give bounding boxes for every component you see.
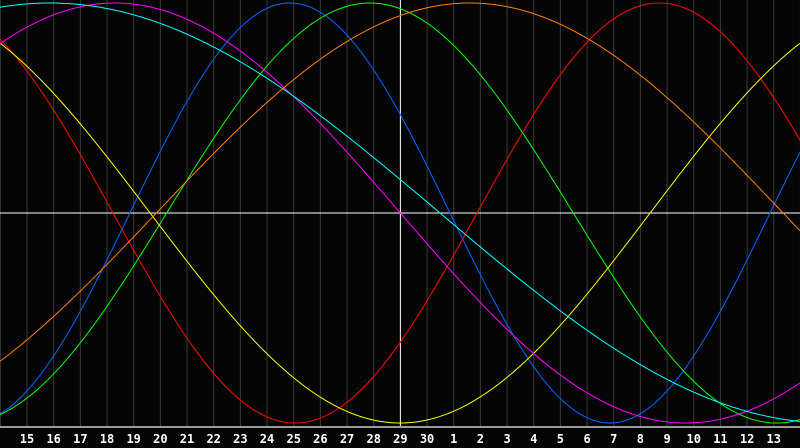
x-tick-label: 27: [340, 432, 354, 446]
x-tick-label: 5: [557, 432, 564, 446]
series-line-6: [0, 2, 800, 362]
x-tick-label: 25: [286, 432, 300, 446]
x-tick-label: 19: [126, 432, 140, 446]
series-line-4: [0, 2, 800, 424]
x-tick-label: 16: [46, 432, 60, 446]
x-tick-label: 6: [583, 432, 590, 446]
series-line-2: [0, 2, 800, 424]
x-tick-label: 17: [73, 432, 87, 446]
x-tick-label: 20: [153, 432, 167, 446]
x-tick-label: 8: [637, 432, 644, 446]
series-line-1: [0, 2, 800, 424]
x-tick-label: 15: [20, 432, 34, 446]
x-tick-label: 10: [687, 432, 701, 446]
x-tick-label: 2: [477, 432, 484, 446]
x-tick-label: 21: [180, 432, 194, 446]
x-tick-label: 26: [313, 432, 327, 446]
x-tick-label: 11: [713, 432, 727, 446]
x-tick-label: 29: [393, 432, 407, 446]
series-line-5: [0, 2, 800, 422]
x-tick-label: 28: [366, 432, 380, 446]
series-line-3: [0, 42, 800, 424]
x-tick-label: 1: [450, 432, 457, 446]
x-tick-label: 3: [503, 432, 510, 446]
x-tick-label: 18: [100, 432, 114, 446]
x-tick-label: 9: [663, 432, 670, 446]
x-tick-label: 7: [610, 432, 617, 446]
series-line-0: [0, 2, 800, 424]
x-tick-label: 22: [206, 432, 220, 446]
x-tick-label: 23: [233, 432, 247, 446]
x-tick-label: 4: [530, 432, 537, 446]
x-tick-label: 30: [420, 432, 434, 446]
x-tick-labels: 15 16 17 18 19 20 21 22 23 24 25 26 27 28 29 30 1 2 3 4 5 6 7 8…: [20, 432, 781, 446]
series-group: [0, 2, 800, 424]
x-tick-label: 12: [740, 432, 754, 446]
x-tick-label: 13: [767, 432, 781, 446]
x-tick-label: 24: [260, 432, 274, 446]
